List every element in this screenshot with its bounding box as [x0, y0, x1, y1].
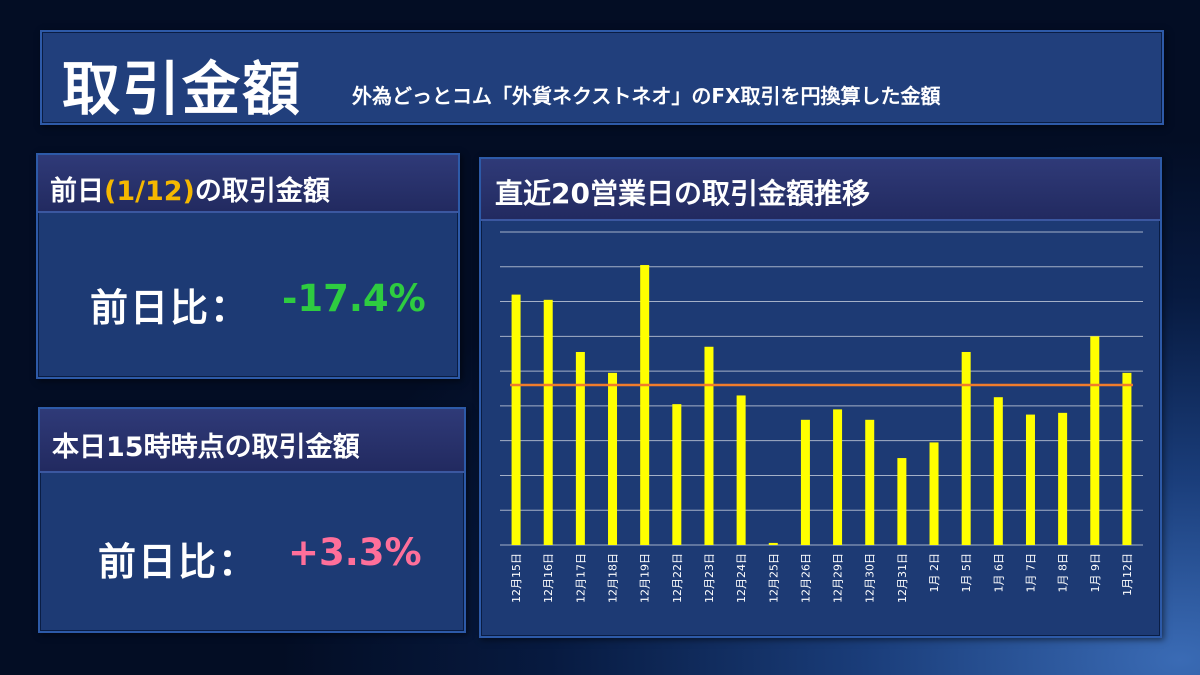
x-tick-label: 1月12日	[1121, 553, 1134, 596]
prev-day-comparison-value: -17.4%	[282, 277, 426, 320]
x-tick-label: 1月 6日	[992, 553, 1005, 593]
x-tick-label: 1月 8日	[1057, 553, 1070, 593]
today-comparison-value: +3.3%	[288, 531, 422, 574]
chart-title: 直近20営業日の取引金額推移	[495, 177, 870, 210]
bar	[929, 442, 939, 545]
bar	[800, 419, 810, 545]
bar	[961, 351, 971, 545]
page-title: 取引金額	[62, 55, 303, 123]
x-tick-label: 12月17日	[574, 553, 587, 603]
prev-day-title-date: (1/12)	[104, 176, 195, 207]
bar	[672, 404, 682, 545]
x-tick-label: 12月22日	[671, 553, 684, 603]
x-tick-label: 12月18日	[607, 553, 620, 603]
bar	[993, 397, 1003, 545]
bar	[1090, 336, 1100, 545]
today-comparison-label: 前日比：	[98, 540, 259, 584]
bar	[575, 351, 585, 545]
page-subtitle: 外為どっとコム「外貨ネクストネオ」のFX取引を円換算した金額	[352, 84, 941, 108]
x-tick-label: 12月24日	[735, 553, 748, 603]
bar	[640, 265, 650, 545]
header-panel: 取引金額	[40, 30, 1164, 125]
bar	[736, 395, 746, 545]
bar	[768, 542, 778, 545]
x-tick-label: 12月31日	[896, 553, 909, 603]
bar	[865, 419, 875, 545]
x-tick-label: 12月16日	[542, 553, 555, 603]
x-tick-label: 1月 5日	[960, 553, 973, 593]
x-tick-label: 12月26日	[799, 553, 812, 603]
today-panel-title: 本日15時時点の取引金額	[52, 432, 360, 463]
today-panel-header: 本日15時時点の取引金額	[40, 409, 464, 473]
x-tick-label: 12月19日	[639, 553, 652, 603]
bar	[608, 372, 618, 545]
today-panel: 本日15時時点の取引金額 前日比： +3.3%	[38, 407, 466, 633]
prev-day-title-prefix: 前日	[50, 176, 104, 207]
bar-chart: 12月15日 12月16日 12月17日 12月18日 12月19日 12月22日 12月2…	[500, 231, 1143, 603]
x-tick-label: 12月25日	[767, 553, 780, 603]
bar	[511, 294, 521, 545]
prev-day-panel: 前日(1/12)の取引金額 前日比： -17.4%	[36, 153, 460, 379]
prev-day-title-suffix: の取引金額	[194, 176, 330, 207]
x-tick-label: 1月 2日	[928, 553, 941, 593]
bar	[1058, 412, 1068, 545]
x-tick-label: 12月23日	[703, 553, 716, 603]
bar	[897, 458, 907, 545]
x-tick-label: 12月15日	[510, 553, 523, 603]
chart-panel: 直近20営業日の取引金額推移 12月15日 12月16日 12月17日 12月18日 1…	[479, 157, 1162, 638]
bar	[833, 409, 843, 545]
x-tick-label: 1月 7日	[1024, 553, 1037, 593]
bar	[1122, 372, 1132, 545]
prev-day-panel-title: 前日(1/12)の取引金額	[50, 169, 330, 208]
bar	[543, 299, 553, 545]
x-tick-label: 12月30日	[864, 553, 877, 603]
x-tick-label: 12月29日	[832, 553, 845, 603]
prev-day-comparison-label: 前日比：	[90, 286, 251, 330]
bar	[704, 346, 714, 545]
x-tick-label: 1月 9日	[1089, 553, 1102, 593]
prev-day-panel-header: 前日(1/12)の取引金額	[38, 155, 458, 213]
bar	[1025, 414, 1035, 545]
chart-panel-header: 直近20営業日の取引金額推移	[481, 159, 1160, 221]
